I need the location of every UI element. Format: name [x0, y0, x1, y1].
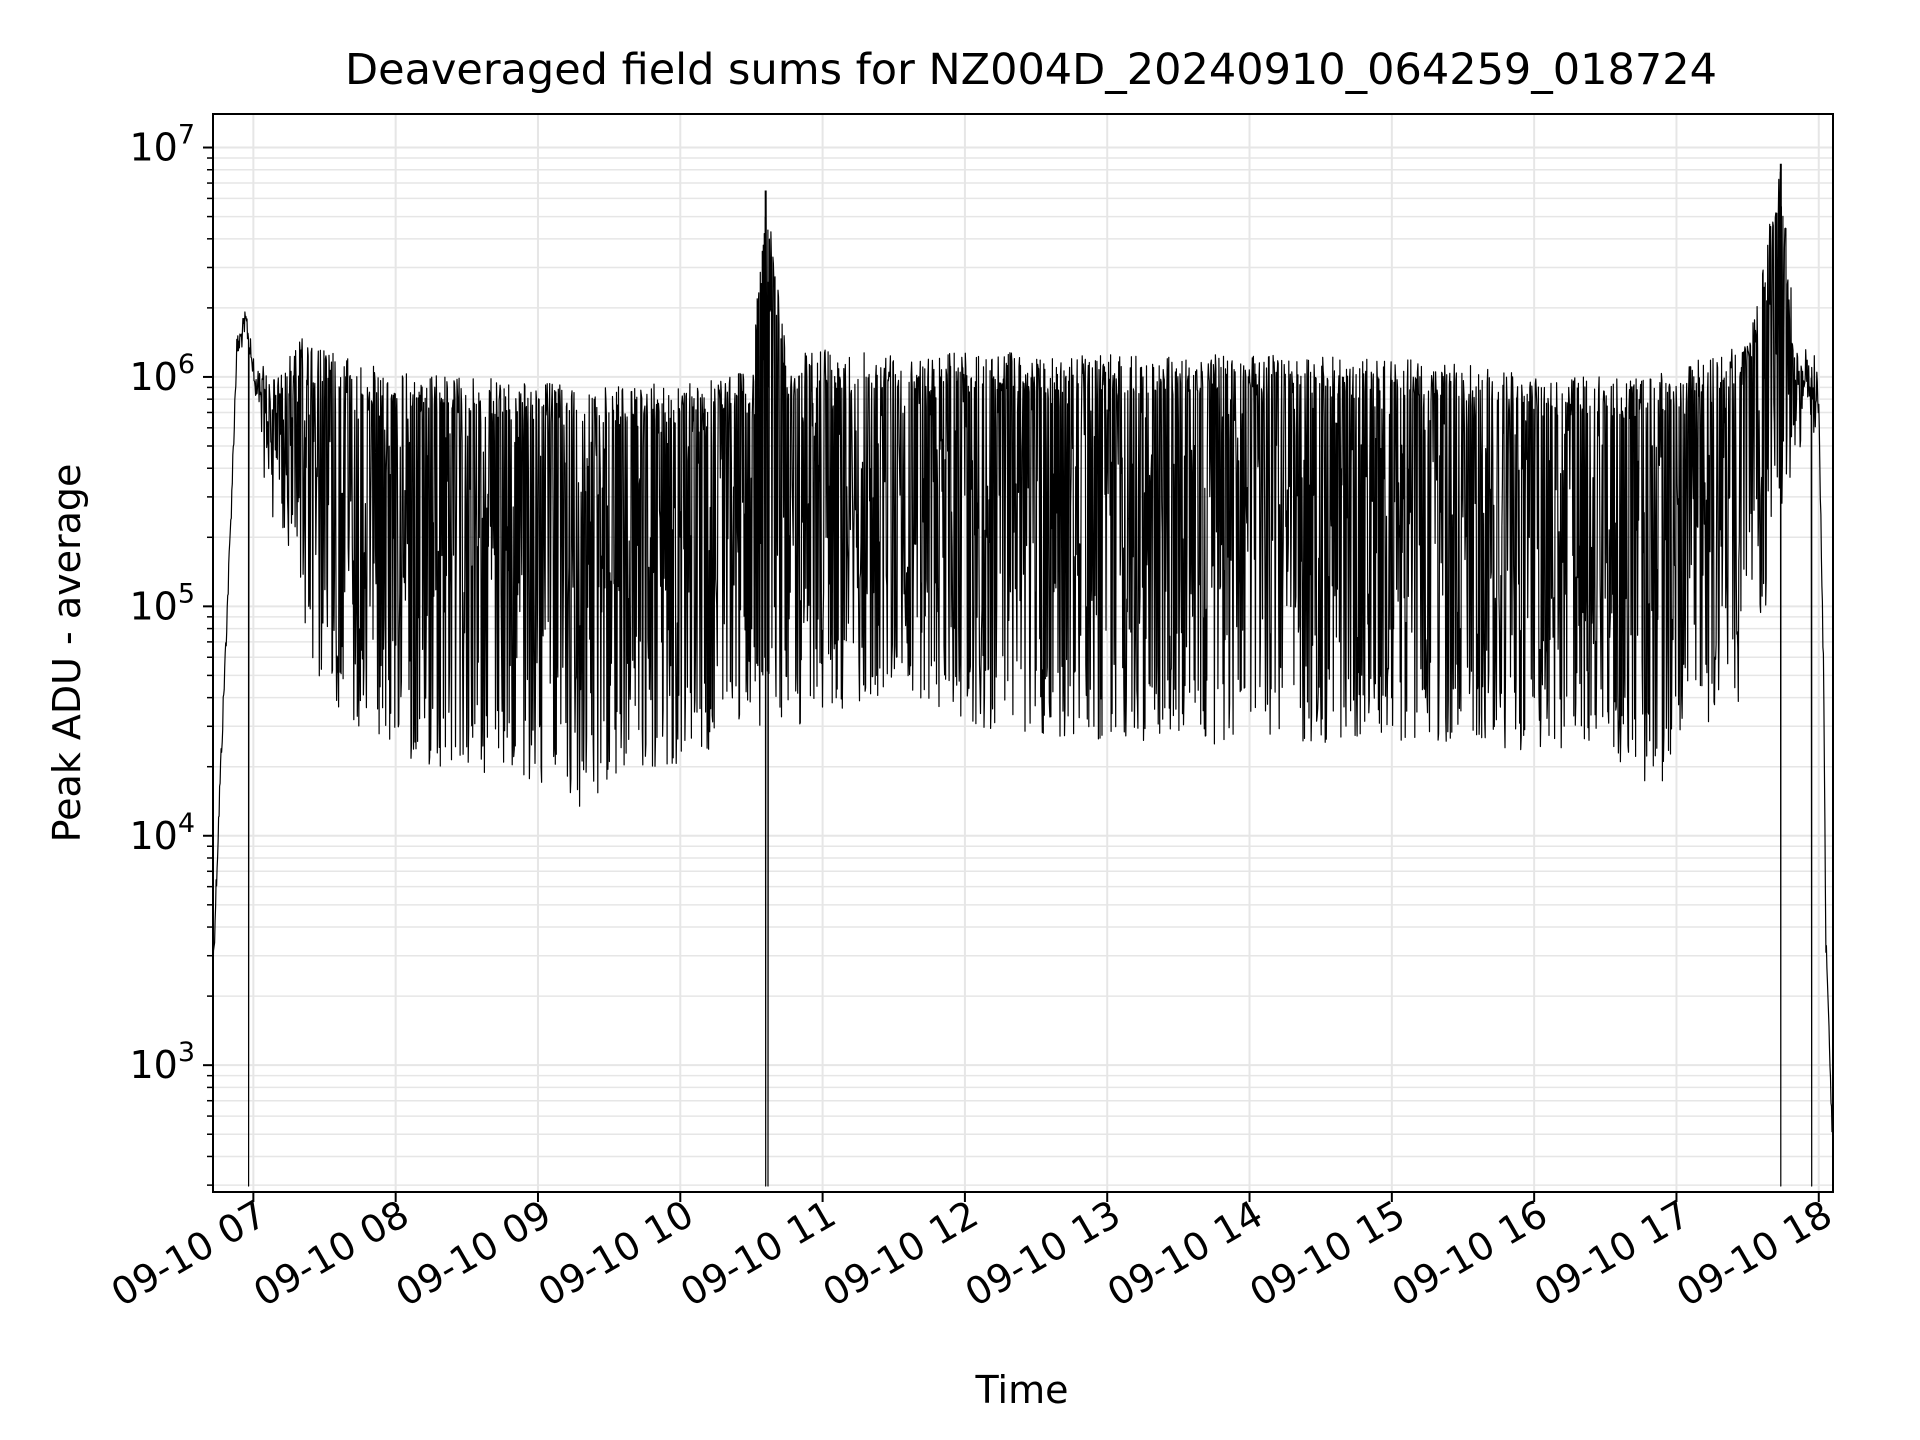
y-tick-label: 105 [129, 578, 195, 628]
series-line [212, 171, 1834, 1187]
y-tick-label: 106 [129, 349, 195, 399]
chart-title: Deaveraged field sums for NZ004D_2024091… [345, 45, 1717, 95]
y-tick-label: 107 [129, 120, 195, 170]
y-axis-label: Peak ADU - average [45, 464, 89, 843]
major-gridlines [213, 114, 1833, 1192]
y-tick-label: 103 [129, 1037, 195, 1087]
plot-area [212, 163, 1834, 1187]
minor-gridlines [213, 157, 1833, 1186]
y-axis: 103 104 105 106 107 [129, 120, 213, 1186]
plot-frame [212, 113, 1834, 1193]
x-axis-label: Time [975, 1368, 1069, 1412]
y-tick-label: 104 [129, 808, 195, 858]
